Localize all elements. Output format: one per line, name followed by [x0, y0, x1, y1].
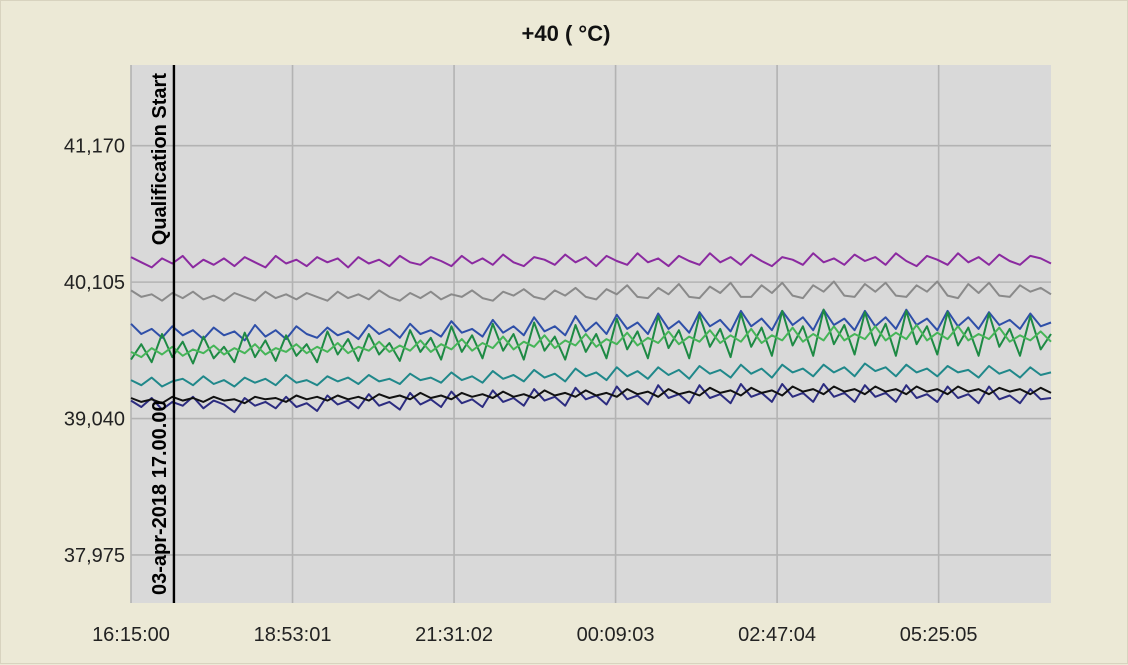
y-tick-label: 41,170 [64, 136, 125, 158]
x-tick-label: 16:15:00 [92, 624, 170, 646]
series-line-2 [130, 280, 1052, 302]
marker-label-bottom: 03-apr-2018 17.00.00 [149, 400, 171, 595]
y-tick-label: 40,105 [64, 272, 125, 294]
y-tick-label: 37,975 [64, 545, 125, 567]
event-markers: Qualification Start 03-apr-2018 17.00.00 [149, 65, 176, 603]
y-axis-ticks: 37,975 39,040 40,105 41,170 [64, 136, 125, 567]
series-line-6 [130, 362, 1052, 388]
x-tick-label: 00:09:03 [577, 624, 655, 646]
series-line-8 [130, 385, 1052, 405]
x-tick-label: 05:25:05 [900, 624, 978, 646]
series-line-4 [130, 308, 1052, 365]
x-tick-label: 21:31:02 [415, 624, 493, 646]
series-line-7 [130, 383, 1052, 414]
x-tick-label: 18:53:01 [254, 624, 332, 646]
series-line-1 [130, 252, 1052, 269]
y-tick-label: 39,040 [64, 409, 125, 431]
marker-label-top: Qualification Start [149, 73, 171, 246]
x-axis-ticks: 16:15:00 18:53:01 21:31:02 00:09:03 02:47:04… [92, 624, 978, 646]
series-line-5 [130, 324, 1052, 359]
series-lines [130, 252, 1052, 414]
chart-title: +40 ( °C) [522, 21, 611, 46]
x-tick-label: 02:47:04 [738, 624, 816, 646]
